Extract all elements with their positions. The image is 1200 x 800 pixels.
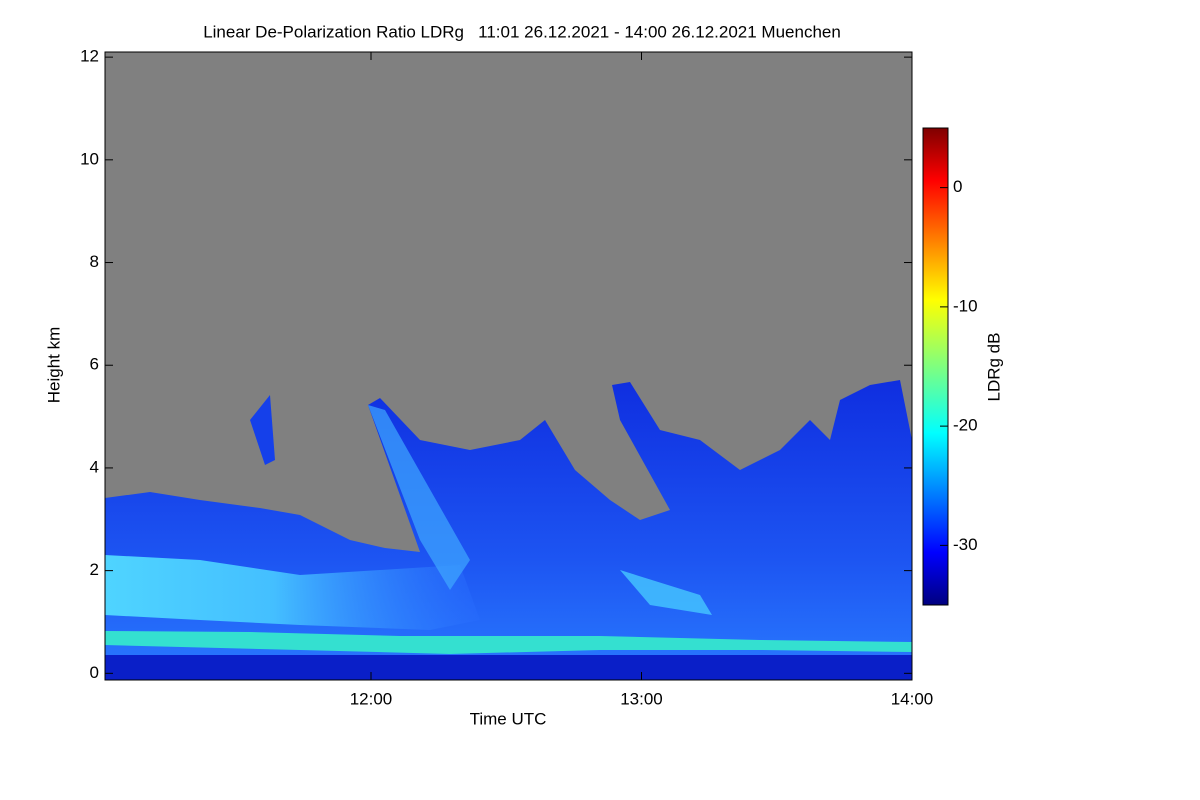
y-tick-label: 12 xyxy=(80,47,99,66)
low-cloud xyxy=(105,555,480,630)
y-tick-label: 2 xyxy=(90,560,99,579)
x-tick-label: 13:00 xyxy=(620,689,663,708)
colorbar-label: LDRg dB xyxy=(984,333,1003,402)
plot-frame xyxy=(104,51,913,681)
chart-title: Linear De-Polarization Ratio LDRg 11:01 … xyxy=(203,22,841,41)
colorbar-tick-label: 0 xyxy=(953,177,962,196)
bright-band xyxy=(105,631,912,654)
heatmap xyxy=(105,52,912,680)
streak xyxy=(368,405,470,590)
y-tick-label: 0 xyxy=(90,663,99,682)
x-tick-label: 14:00 xyxy=(891,689,934,708)
y-tick-label: 10 xyxy=(80,149,99,168)
y-tick-label: 8 xyxy=(90,252,99,271)
x-axis-label: Time UTC xyxy=(470,709,547,728)
colorbar-tick-label: -10 xyxy=(953,296,978,315)
cloud-streak xyxy=(250,395,275,465)
x-tick-label: 12:00 xyxy=(350,689,393,708)
y-tick-label: 6 xyxy=(90,355,99,374)
y-tick-label: 4 xyxy=(90,457,99,476)
colorbar-tick-label: -20 xyxy=(953,416,978,435)
near-ground xyxy=(105,655,912,680)
colorbar xyxy=(922,127,949,606)
y-axis-label: Height km xyxy=(44,327,63,404)
colorbar-tick-label: -30 xyxy=(953,535,978,554)
streak xyxy=(620,570,712,615)
